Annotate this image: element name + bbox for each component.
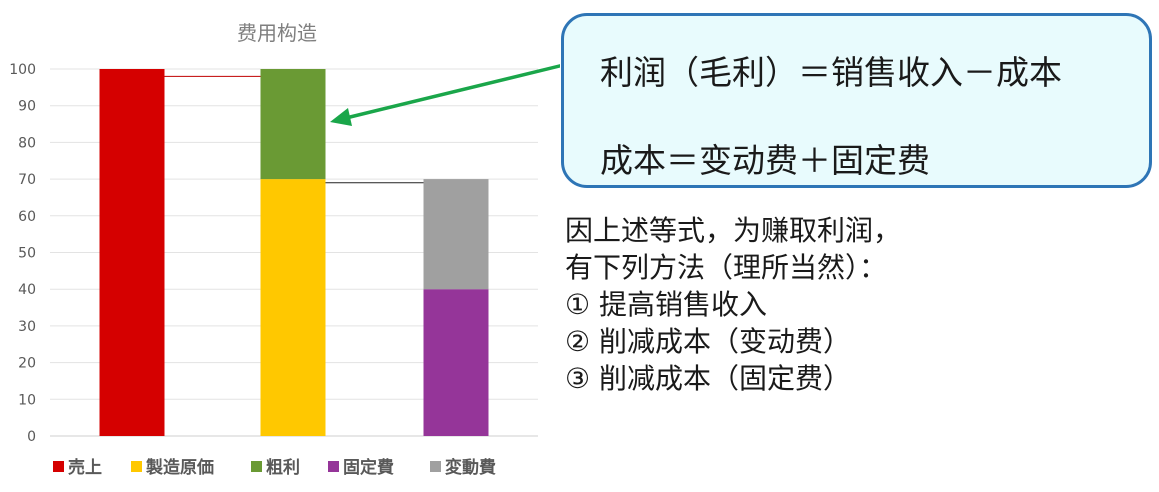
formula-box: 利润（毛利）＝销售收入－成本 成本＝变动费＋固定费	[561, 13, 1152, 188]
legend-swatch	[251, 461, 262, 472]
legend-swatch	[53, 461, 64, 472]
y-tick-label: 60	[18, 209, 36, 225]
y-tick-label: 0	[27, 429, 36, 445]
chart-title: 费用构造	[237, 21, 317, 45]
arrow-head	[330, 108, 352, 126]
chart-bars	[99, 69, 489, 436]
cost-structure-chart: 费用构造 0 10 20 30 40 50 60 70 80 90 100 売上 製造原価 粗利 固定費 変…	[9, 21, 560, 478]
y-tick-label: 30	[18, 319, 36, 335]
arrow-line	[345, 64, 560, 120]
bar-segment	[423, 179, 489, 290]
y-tick-label: 90	[18, 99, 36, 115]
method-2: ② 削减成本（变动费）	[565, 325, 852, 358]
y-tick-label: 50	[18, 246, 36, 262]
y-tick-label: 40	[18, 282, 36, 298]
y-tick-label: 70	[18, 172, 36, 188]
bar-segment	[260, 179, 326, 436]
bar-segment	[99, 69, 165, 436]
bar-segment	[423, 289, 489, 436]
legend-label: 粗利	[266, 457, 300, 478]
bar-segment	[260, 69, 326, 180]
y-tick-label: 100	[9, 62, 36, 78]
method-1: ① 提高销售收入	[565, 288, 768, 321]
formula-cost: 成本＝变动费＋固定费	[600, 141, 930, 180]
bar-connectors	[164, 75, 424, 184]
method-3: ③ 削减成本（固定费）	[565, 362, 852, 395]
legend-swatch	[430, 461, 441, 472]
explanation-line-1: 因上述等式，为赚取利润，	[565, 214, 902, 247]
y-tick-label: 10	[18, 392, 36, 408]
explanation-text: 因上述等式，为赚取利润， 有下列方法（理所当然）： ① 提高销售收入 ② 削减成…	[565, 212, 901, 397]
legend-label: 固定費	[343, 457, 394, 478]
explanation-line-2: 有下列方法（理所当然）：	[565, 251, 888, 284]
y-tick-label: 20	[18, 356, 36, 372]
chart-legend: 売上 製造原価 粗利 固定費 変動費	[53, 457, 496, 478]
formula-profit: 利润（毛利）＝销售收入－成本	[600, 53, 1062, 92]
legend-swatch	[328, 461, 339, 472]
y-tick-label: 80	[18, 135, 36, 151]
legend-swatch	[131, 461, 142, 472]
legend-label: 売上	[68, 457, 102, 478]
annotation-arrow	[330, 64, 560, 126]
legend-label: 変動費	[445, 457, 496, 478]
legend-label: 製造原価	[145, 457, 214, 478]
